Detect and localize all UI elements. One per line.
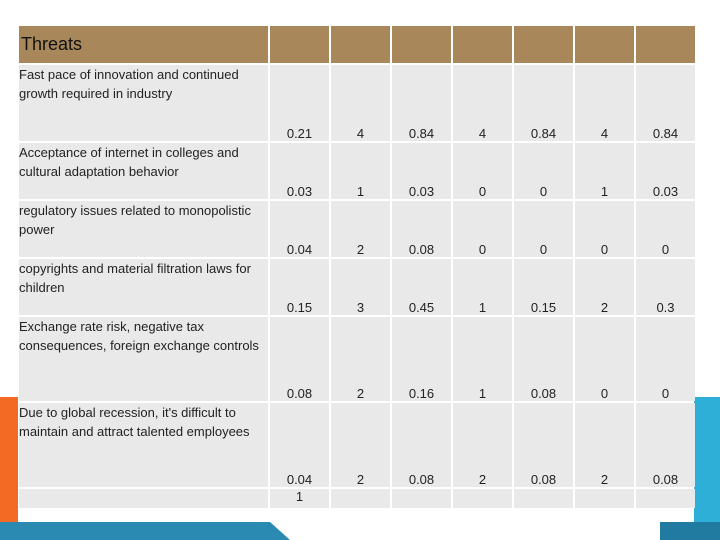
weight-cell: 0.04	[270, 201, 329, 257]
blue-accent-bar	[694, 397, 720, 540]
orange-accent-bar	[0, 397, 18, 540]
table-row: copyrights and material filtration laws …	[19, 259, 695, 315]
rating-cell: 3	[331, 259, 390, 315]
table-row: Due to global recession, it's difficult …	[19, 403, 695, 487]
rating-cell: 4	[575, 65, 634, 141]
score-cell: 0.03	[636, 143, 695, 199]
score-cell: 0.08	[392, 201, 451, 257]
rating-cell: 1	[453, 317, 512, 401]
score-cell: 0	[636, 317, 695, 401]
header-cell	[270, 26, 329, 63]
weight-cell: 0.03	[270, 143, 329, 199]
score-cell: 0.16	[392, 317, 451, 401]
threat-label: Fast pace of innovation and continued gr…	[19, 65, 268, 141]
table-row: Exchange rate risk, negative tax consequ…	[19, 317, 695, 401]
score-cell: 0.84	[514, 65, 573, 141]
weight-cell: 0.08	[270, 317, 329, 401]
weight-cell: 0.15	[270, 259, 329, 315]
total-cell	[636, 489, 695, 508]
rating-cell: 1	[453, 259, 512, 315]
rating-cell: 0	[575, 317, 634, 401]
score-cell: 0.84	[636, 65, 695, 141]
rating-cell: 0	[453, 201, 512, 257]
threat-label: Exchange rate risk, negative tax consequ…	[19, 317, 268, 401]
weight-total: 1	[270, 489, 329, 508]
score-cell: 0	[636, 201, 695, 257]
score-cell: 0	[514, 201, 573, 257]
rating-cell: 0	[453, 143, 512, 199]
threat-label: copyrights and material filtration laws …	[19, 259, 268, 315]
score-cell: 0.03	[392, 143, 451, 199]
rating-cell: 2	[331, 403, 390, 487]
rating-cell: 2	[575, 403, 634, 487]
threats-heading: Threats	[19, 26, 268, 63]
header-cell	[392, 26, 451, 63]
header-cell	[514, 26, 573, 63]
total-row: 1	[19, 489, 695, 508]
header-cell	[575, 26, 634, 63]
rating-cell: 1	[575, 143, 634, 199]
score-cell: 0	[514, 143, 573, 199]
table-row: regulatory issues related to monopolisti…	[19, 201, 695, 257]
bottom-accent-band	[0, 522, 290, 540]
score-cell: 0.08	[392, 403, 451, 487]
header-cell	[331, 26, 390, 63]
threats-table: Threats Fast pace of innovation and cont…	[17, 24, 697, 510]
header-cell	[453, 26, 512, 63]
total-cell	[514, 489, 573, 508]
threat-label: Acceptance of internet in colleges and c…	[19, 143, 268, 199]
rating-cell: 2	[331, 201, 390, 257]
score-cell: 0.84	[392, 65, 451, 141]
weight-cell: 0.04	[270, 403, 329, 487]
rating-cell: 4	[331, 65, 390, 141]
table-row: Fast pace of innovation and continued gr…	[19, 65, 695, 141]
header-row: Threats	[19, 26, 695, 63]
score-cell: 0.15	[514, 259, 573, 315]
threat-label: Due to global recession, it's difficult …	[19, 403, 268, 487]
score-cell: 0.45	[392, 259, 451, 315]
rating-cell: 2	[453, 403, 512, 487]
bottom-right-accent	[660, 522, 720, 540]
score-cell: 0.08	[514, 403, 573, 487]
table-row: Acceptance of internet in colleges and c…	[19, 143, 695, 199]
total-label-cell	[19, 489, 268, 508]
rating-cell: 1	[331, 143, 390, 199]
threat-label: regulatory issues related to monopolisti…	[19, 201, 268, 257]
score-cell: 0.08	[636, 403, 695, 487]
rating-cell: 2	[575, 259, 634, 315]
rating-cell: 2	[331, 317, 390, 401]
rating-cell: 0	[575, 201, 634, 257]
weight-cell: 0.21	[270, 65, 329, 141]
score-cell: 0.3	[636, 259, 695, 315]
total-cell	[453, 489, 512, 508]
total-cell	[331, 489, 390, 508]
score-cell: 0.08	[514, 317, 573, 401]
header-cell	[636, 26, 695, 63]
total-cell	[575, 489, 634, 508]
rating-cell: 4	[453, 65, 512, 141]
total-cell	[392, 489, 451, 508]
